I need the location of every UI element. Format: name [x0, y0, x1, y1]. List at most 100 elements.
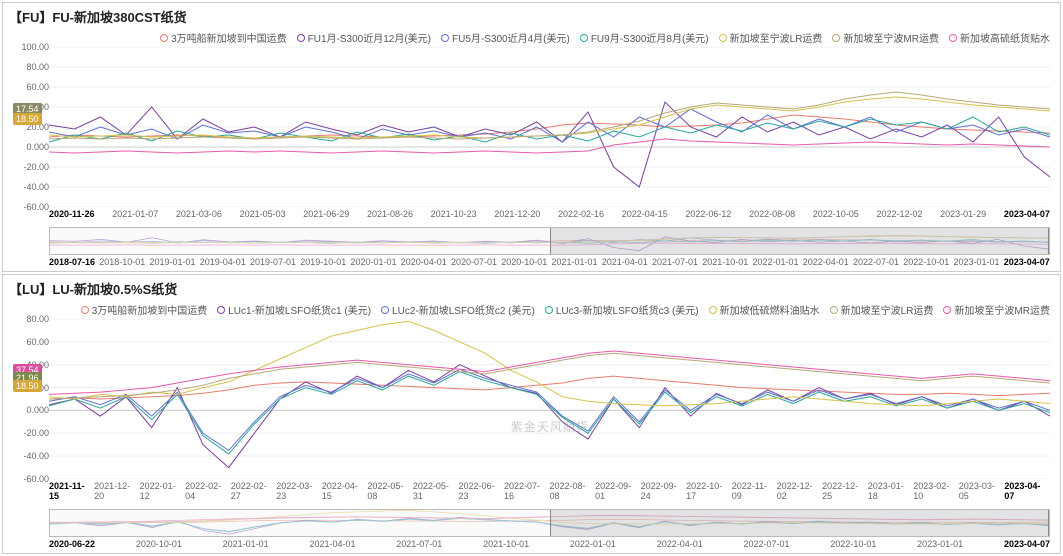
range-tick-label: 2021-10-01 [483, 539, 529, 549]
legend-item[interactable]: LUc1-新加坡LSFO纸货c1 (美元) [217, 302, 371, 317]
legend-marker-icon [832, 34, 840, 42]
panel-title: 【FU】FU-新加坡380CST纸货 [3, 3, 1060, 30]
x-tick-label: 2022-06-12 [685, 209, 731, 219]
x-tick-label: 2022-08-08 [749, 209, 795, 219]
range-slider-handle[interactable] [550, 510, 1050, 536]
legend-label: 3万吨船新加坡到中国运费 [92, 302, 208, 317]
x-tick-label: 2022-04-15 [322, 481, 368, 501]
legend-label: LUc1-新加坡LSFO纸货c1 (美元) [228, 302, 371, 317]
y-tick-label: 60.00 [26, 337, 49, 347]
range-tick-label: 2020-06-22 [49, 539, 95, 549]
range-tick-label: 2020-10-01 [501, 257, 547, 267]
range-tick-label: 2018-07-16 [49, 257, 95, 267]
panel-title: 【LU】LU-新加坡0.5%S纸货 [3, 275, 1060, 302]
x-tick-label: 2023-01-18 [868, 481, 914, 501]
range-slider[interactable] [49, 509, 1050, 537]
legend-item[interactable]: FU1月-S300近月12月(美元) [297, 30, 431, 45]
legend-label: FU1月-S300近月12月(美元) [308, 30, 431, 45]
legend-item[interactable]: 3万吨船新加坡到中国运费 [81, 302, 208, 317]
legend-item[interactable]: 新加坡至宁波MR运费 [832, 30, 939, 45]
legend-item[interactable]: 新加坡高硫纸货贴水 [949, 30, 1050, 45]
legend-label: 新加坡至宁波LR运费 [730, 30, 823, 45]
legend-marker-icon [943, 306, 951, 314]
x-tick-label: 2021-11-15 [49, 481, 94, 501]
y-tick-label: 80.00 [26, 314, 49, 324]
range-tick-label: 2022-07-01 [744, 539, 790, 549]
range-tick-label: 2019-07-01 [250, 257, 296, 267]
legend-marker-icon [381, 306, 389, 314]
legend-item[interactable]: 新加坡至宁波MR运费 [943, 302, 1050, 317]
chart-area[interactable]: 37.5421.9618.50紫金天风期货-60.00-40.00-20.000… [13, 319, 1050, 479]
legend-label: 新加坡至宁波MR运费 [843, 30, 939, 45]
range-tick-label: 2021-10-01 [702, 257, 748, 267]
range-tick-label: 2018-10-01 [99, 257, 145, 267]
y-tick-label: -60.00 [23, 474, 49, 484]
legend-marker-icon [81, 306, 89, 314]
y-tick-label: 0.000 [26, 142, 49, 152]
range-slider[interactable] [49, 227, 1050, 255]
legend-label: 新加坡至宁波LR运费 [841, 302, 934, 317]
range-slider-axis: 2018-07-162018-10-012019-01-012019-04-01… [3, 257, 1060, 271]
x-tick-label: 2023-02-10 [913, 481, 959, 501]
range-slider-axis: 2020-06-222020-10-012021-01-012021-04-01… [3, 539, 1060, 553]
y-tick-label: -20.00 [23, 428, 49, 438]
range-tick-label: 2022-10-01 [830, 539, 876, 549]
x-tick-label: 2021-05-03 [240, 209, 286, 219]
legend-item[interactable]: 新加坡至宁波LR运费 [830, 302, 934, 317]
x-tick-label: 2022-12-02 [777, 481, 823, 501]
range-tick-label: 2023-04-07 [1004, 539, 1050, 549]
x-tick-label: 2021-06-29 [303, 209, 349, 219]
y-tick-label: -40.00 [23, 451, 49, 461]
legend-item[interactable]: FU9月-S300近月8月(美元) [580, 30, 709, 45]
x-tick-label: 2022-08-08 [550, 481, 596, 501]
plot[interactable] [49, 319, 1050, 479]
range-tick-label: 2020-04-01 [401, 257, 447, 267]
x-tick-label: 2023-01-29 [940, 209, 986, 219]
legend-item[interactable]: LUc3-新加坡LSFO纸货c3 (美元) [545, 302, 699, 317]
x-axis: 2021-11-152021-12-202022-01-122022-02-04… [3, 479, 1060, 505]
plot[interactable] [49, 47, 1050, 207]
x-tick-label: 2023-04-07 [1004, 209, 1050, 219]
x-tick-label: 2021-03-06 [176, 209, 222, 219]
legend-item[interactable]: 新加坡低硫燃料油贴水 [709, 302, 820, 317]
legend-marker-icon [719, 34, 727, 42]
legend-marker-icon [545, 306, 553, 314]
legend-marker-icon [297, 34, 305, 42]
range-tick-label: 2023-01-01 [954, 257, 1000, 267]
legend-item[interactable]: FU5月-S300近月4月(美元) [441, 30, 570, 45]
legend-item[interactable]: 新加坡至宁波LR运费 [719, 30, 823, 45]
x-tick-label: 2022-05-31 [413, 481, 459, 501]
range-slider-handle[interactable] [550, 228, 1050, 254]
x-tick-label: 2020-11-26 [49, 209, 95, 219]
legend-label: LUc2-新加坡LSFO纸货c2 (美元) [392, 302, 535, 317]
y-tick-label: -60.00 [23, 202, 49, 212]
legend: 3万吨船新加坡到中国运费 LUc1-新加坡LSFO纸货c1 (美元) LUc2-新加… [3, 302, 1060, 319]
legend-label: LUc3-新加坡LSFO纸货c3 (美元) [556, 302, 699, 317]
range-tick-label: 2021-01-01 [223, 539, 269, 549]
y-tick-label: 60.00 [26, 82, 49, 92]
range-tick-label: 2020-07-01 [451, 257, 497, 267]
x-tick-label: 2022-03-23 [276, 481, 322, 501]
x-tick-label: 2021-08-26 [367, 209, 413, 219]
x-tick-label: 2021-12-20 [494, 209, 540, 219]
legend-item[interactable]: LUc2-新加坡LSFO纸货c2 (美元) [381, 302, 535, 317]
y-tick-label: -20.00 [23, 162, 49, 172]
legend-marker-icon [830, 306, 838, 314]
range-tick-label: 2019-04-01 [200, 257, 246, 267]
y-axis: -60.00-40.00-20.000.00020.0040.0060.0080… [9, 319, 49, 479]
legend-label: FU5月-S300近月4月(美元) [452, 30, 570, 45]
range-tick-label: 2020-01-01 [351, 257, 397, 267]
x-tick-label: 2022-02-16 [558, 209, 604, 219]
legend-label: 新加坡高硫纸货贴水 [960, 30, 1050, 45]
chart-area[interactable]: 17.5418.50-60.00-40.00-20.000.00020.0040… [13, 47, 1050, 207]
x-tick-label: 2022-01-12 [140, 481, 186, 501]
x-tick-label: 2022-06-23 [458, 481, 504, 501]
range-tick-label: 2021-04-01 [602, 257, 648, 267]
legend-item[interactable]: 3万吨船新加坡到中国运费 [160, 30, 287, 45]
axis-value-badge: 18.50 [13, 113, 42, 125]
x-tick-label: 2022-02-27 [231, 481, 277, 501]
y-axis: -60.00-40.00-20.000.00020.0040.0060.0080… [9, 47, 49, 207]
x-tick-label: 2021-10-23 [431, 209, 477, 219]
range-tick-label: 2021-07-01 [396, 539, 442, 549]
range-tick-label: 2022-04-01 [803, 257, 849, 267]
